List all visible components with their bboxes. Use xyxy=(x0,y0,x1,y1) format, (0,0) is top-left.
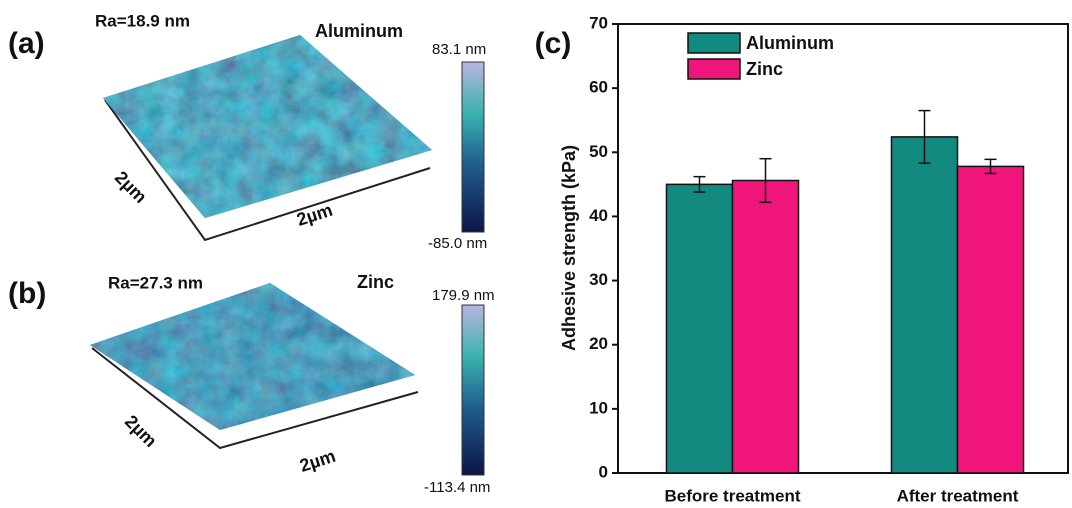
y-axis-label: Adhesive strength (kPa) xyxy=(559,145,579,351)
y-tick-label: 50 xyxy=(589,142,608,161)
scale-min: -85.0 nm xyxy=(428,235,487,252)
y-tick-label: 20 xyxy=(589,334,608,353)
y-tick-label: 70 xyxy=(589,13,608,32)
scale-max: 179.9 nm xyxy=(432,287,495,304)
y-tick-label: 10 xyxy=(589,398,608,417)
panel-b: (b) Ra=27.3 nm Zinc 179.9 nm -113.4 nm 2… xyxy=(8,272,495,496)
y-tick-label: 30 xyxy=(589,270,608,289)
y-tick-label: 40 xyxy=(589,206,608,225)
afm-texture xyxy=(90,283,415,430)
roughness: Ra=18.9 nm xyxy=(95,11,190,30)
legend-swatch xyxy=(688,33,740,53)
scale-min: -113.4 nm xyxy=(424,479,490,496)
bar xyxy=(667,184,733,473)
bar xyxy=(958,166,1024,473)
material: Zinc xyxy=(357,272,394,292)
panel-label: (c) xyxy=(535,27,572,60)
legend-label: Aluminum xyxy=(746,33,834,53)
y-tick-label: 0 xyxy=(599,462,608,481)
colorbar xyxy=(462,62,484,232)
panel-label: (b) xyxy=(8,277,46,310)
scale-max: 83.1 nm xyxy=(432,41,486,58)
y-size: 2µm xyxy=(121,411,161,451)
panel-a: (a) Ra=18.9 nm Aluminum 83.1 nm -85.0 nm… xyxy=(8,11,487,251)
bar xyxy=(892,137,958,473)
afm-texture xyxy=(103,35,432,218)
legend-label: Zinc xyxy=(746,59,783,79)
y-tick-label: 60 xyxy=(589,78,608,97)
roughness: Ra=27.3 nm xyxy=(108,273,203,292)
legend-swatch xyxy=(688,59,740,79)
figure: (a) Ra=18.9 nm Aluminum 83.1 nm -85.0 nm… xyxy=(0,0,1072,508)
x-size: 2µm xyxy=(297,446,338,476)
material: Aluminum xyxy=(315,21,403,41)
panel-label: (a) xyxy=(8,27,45,60)
colorbar xyxy=(462,305,484,475)
x-size: 2µm xyxy=(294,200,335,230)
x-tick-label: Before treatment xyxy=(664,486,800,505)
bar xyxy=(733,181,799,473)
x-tick-label: After treatment xyxy=(897,486,1019,505)
y-size: 2µm xyxy=(111,167,151,207)
